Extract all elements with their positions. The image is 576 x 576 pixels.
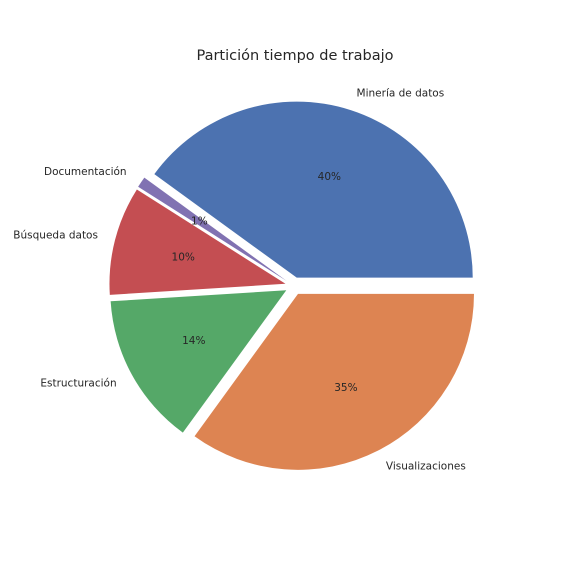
pie-slice-2: [109, 189, 286, 295]
slice-percent-label-2: 10%: [172, 252, 195, 264]
pie-slice-0: [154, 101, 473, 278]
slice-category-label-3: Estructuración: [40, 378, 116, 390]
slice-percent-label-3: 14%: [182, 335, 205, 347]
slice-category-label-0: Minería de datos: [357, 88, 445, 100]
slice-category-label-1: Documentación: [44, 166, 127, 178]
pie-slice-3: [110, 290, 287, 433]
slice-category-label-2: Búsqueda datos: [13, 230, 98, 242]
pie-slice-4: [194, 293, 474, 470]
pie-labels: Minería de datos 40% Documentación 1% Búsque…: [13, 88, 466, 473]
slice-category-label-4: Visualizaciones: [386, 460, 466, 472]
pie-slice-1: [138, 177, 287, 282]
chart-title: Partición tiempo de trabajo: [196, 48, 394, 64]
slice-percent-label-0: 40%: [318, 171, 341, 183]
slice-percent-label-1: 1%: [191, 216, 208, 228]
slice-percent-label-4: 35%: [334, 382, 357, 394]
pie-slices: [109, 101, 474, 470]
